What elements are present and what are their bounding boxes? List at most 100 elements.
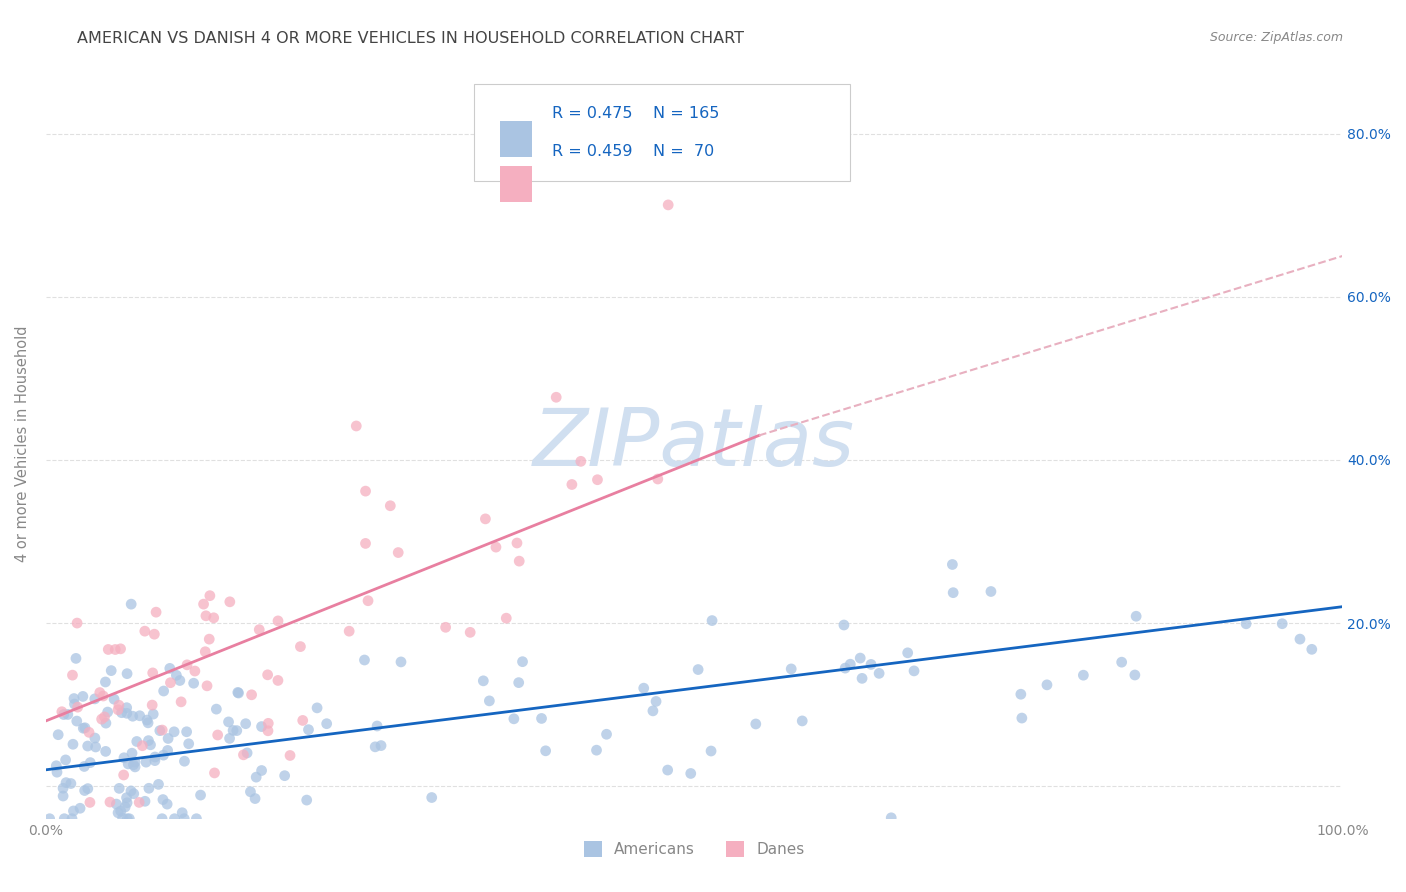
Point: [135, 755, 157, 769]
Point: [834, 661, 856, 675]
Point: [65, 651, 87, 665]
Point: [108, 781, 131, 796]
Point: [190, 788, 212, 802]
Point: [83, 691, 105, 706]
Point: [173, 754, 195, 768]
Point: [366, 719, 388, 733]
Point: [195, 679, 218, 693]
Point: [370, 739, 392, 753]
Point: [657, 198, 679, 212]
Point: [156, 743, 179, 757]
Point: [148, 777, 170, 791]
Point: [112, 751, 135, 765]
Point: [163, 724, 186, 739]
Point: [508, 554, 530, 568]
Point: [128, 796, 150, 810]
Point: [94, 675, 117, 690]
Point: [73, 721, 96, 735]
Point: [380, 499, 402, 513]
Point: [73, 759, 96, 773]
Point: [257, 723, 280, 738]
Point: [474, 512, 496, 526]
Point: [152, 748, 174, 763]
Point: [586, 473, 609, 487]
Point: [46, 728, 69, 742]
Point: [125, 734, 148, 748]
Point: [458, 625, 481, 640]
Point: [152, 684, 174, 698]
Point: [98, 795, 121, 809]
Point: [1234, 616, 1257, 631]
Point: [156, 797, 179, 811]
Point: [122, 757, 145, 772]
Point: [177, 737, 200, 751]
Point: [478, 694, 501, 708]
Point: [38, 812, 60, 826]
Point: [136, 715, 159, 730]
Point: [131, 739, 153, 753]
FancyBboxPatch shape: [474, 84, 849, 181]
Point: [94, 744, 117, 758]
Point: [1125, 609, 1147, 624]
Point: [357, 593, 380, 607]
Point: [163, 812, 186, 826]
Point: [141, 698, 163, 712]
Point: [250, 720, 273, 734]
Point: [115, 796, 138, 810]
Point: [184, 664, 207, 678]
Point: [115, 666, 138, 681]
Point: [207, 728, 229, 742]
Point: [73, 783, 96, 797]
Point: [198, 632, 221, 647]
Point: [60, 812, 83, 826]
Point: [136, 713, 159, 727]
Point: [218, 714, 240, 729]
Point: [1289, 632, 1312, 646]
Point: [792, 714, 814, 728]
Point: [110, 641, 132, 656]
Point: [52, 781, 75, 796]
Point: [832, 618, 855, 632]
Point: [173, 812, 195, 826]
Point: [688, 663, 710, 677]
Point: [226, 685, 249, 699]
Point: [90, 712, 112, 726]
Point: [595, 727, 617, 741]
Point: [63, 697, 86, 711]
Point: [839, 657, 862, 672]
Point: [159, 661, 181, 675]
Point: [256, 668, 278, 682]
Point: [159, 675, 181, 690]
Point: [222, 723, 245, 738]
Point: [183, 676, 205, 690]
Point: [225, 723, 247, 738]
Point: [143, 750, 166, 764]
Point: [107, 703, 129, 717]
FancyBboxPatch shape: [499, 121, 531, 157]
Point: [45, 758, 67, 772]
Point: [194, 608, 217, 623]
Point: [506, 536, 529, 550]
Point: [165, 668, 187, 682]
Point: [387, 545, 409, 559]
Point: [122, 787, 145, 801]
Point: [657, 763, 679, 777]
Point: [138, 781, 160, 796]
Point: [94, 716, 117, 731]
Point: [534, 744, 557, 758]
Text: R = 0.475    N = 165: R = 0.475 N = 165: [551, 106, 718, 121]
Point: [114, 800, 136, 814]
Point: [780, 662, 803, 676]
Point: [97, 642, 120, 657]
Point: [364, 739, 387, 754]
Point: [69, 801, 91, 815]
Point: [91, 689, 114, 703]
Point: [232, 747, 254, 762]
Point: [72, 721, 94, 735]
Point: [150, 812, 173, 826]
Point: [76, 781, 98, 796]
Point: [121, 746, 143, 760]
Point: [1073, 668, 1095, 682]
Point: [585, 743, 607, 757]
Point: [51, 705, 73, 719]
